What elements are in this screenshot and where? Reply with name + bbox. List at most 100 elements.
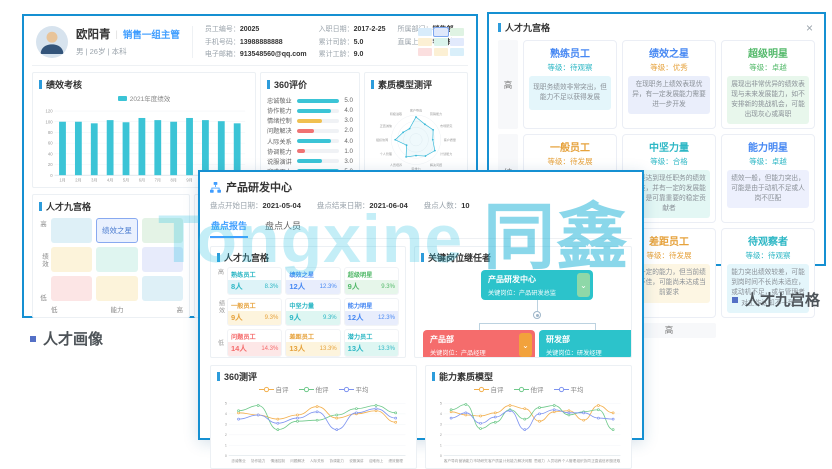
svg-text:0: 0 (440, 454, 442, 458)
cell-strip: 8人 8.3% (228, 280, 282, 294)
legend-item[interactable]: 平均 (338, 384, 369, 394)
section-title: 关键岗位继任者 (421, 251, 625, 264)
nine-grid-cell[interactable] (141, 276, 183, 301)
card-level: 等级：卓越 (749, 157, 787, 167)
bar-fill (297, 149, 306, 154)
bar-legend[interactable]: 2021年度绩效 (39, 93, 249, 103)
svg-text:市场研究: 市场研究 (473, 458, 488, 463)
nine-grid-cell[interactable]: 问题员工 14人 14.3% (227, 329, 283, 357)
review-meta: 盘点开始日期：2021-05-04 盘点结束日期：2021-06-04 盘点人数：1… (210, 200, 632, 211)
nine-grid-card: 超级明星 等级：卓越 展现出非常优异的绩效表现与未来发展能力，如不安排新的挑战机会，… (721, 40, 815, 130)
bar-value: 1.0 (344, 147, 353, 155)
quality-model-section: 素质模型测评 客户导向 营销能力 市场研究 客户质量 计划能力 解决问题 思维力 人员培养 个人… (364, 72, 468, 188)
field-value: 9.0 (353, 51, 364, 58)
nine-grid-cell-highlight[interactable]: 绩效之星 (96, 218, 138, 243)
legend-item[interactable]: 自评 (258, 384, 289, 394)
legend-item[interactable]: 他评 (298, 384, 329, 394)
nine-grid-cell[interactable]: 差距员工 13人 13.3% (285, 329, 341, 357)
connector-node-icon[interactable] (533, 311, 541, 319)
bar-label: 说服演讲 (267, 158, 292, 166)
field-row: 累计司龄：5.0 (319, 37, 386, 47)
nine-grid-cell[interactable]: 能力明星 12人 12.3% (343, 298, 399, 326)
caption-talent-portrait: 人才画像 (30, 328, 103, 349)
svg-text:0: 0 (225, 454, 227, 458)
svg-text:客户导向: 客户导向 (444, 458, 459, 463)
bar-track (297, 118, 339, 123)
profile-fields: 员工编号：20025 手机号码：13988888888 电子邮箱：913548560… (204, 24, 454, 59)
nine-grid-card: 熟练员工 等级：待观察 现职务绩效非常突出，但能力不足以获得发展 (523, 40, 617, 130)
tab-item[interactable]: 盘点人员 (265, 221, 302, 231)
eval360-bar-row: 协调能力 1.0 (267, 147, 353, 156)
nine-grid-cell[interactable]: 潜力员工 13人 13.3% (343, 329, 399, 357)
succession-section: 关键岗位继任者 产品研发中心 关键岗位：产品研发总监 ⌄ 产品部 关键岗位：产品… (414, 246, 632, 358)
svg-text:1: 1 (225, 444, 227, 448)
nine-grid-cell[interactable]: 一般员工 9人 9.3% (227, 298, 283, 326)
svg-text:计划能力: 计划能力 (440, 151, 452, 156)
caption-nine-grid: 人才九宫格 (732, 289, 820, 310)
nine-grid-cell[interactable]: 熟练员工 8人 8.3% (227, 267, 283, 295)
title-bar-icon (498, 23, 501, 32)
bar-value: 2.0 (344, 127, 353, 135)
tab-active[interactable]: 盘点报告 (210, 217, 249, 238)
cell-count: 12人 (347, 313, 364, 322)
eval360-bar-row: 忠诚敬业 5.0 (267, 96, 353, 105)
svg-text:计划能力: 计划能力 (503, 458, 518, 463)
legend-item[interactable]: 他评 (513, 384, 544, 394)
nine-grid-cell[interactable] (96, 247, 138, 272)
svg-text:积极进取: 积极进取 (390, 111, 402, 116)
svg-text:个人管理: 个人管理 (562, 458, 577, 463)
bar-label: 问题解决 (267, 128, 292, 136)
card-description: 现职务绩效非常突出，但能力不足以获得发展 (529, 76, 611, 110)
cell-strip: 9人 9.3% (286, 311, 340, 325)
card-title: 一般员工 (550, 143, 590, 155)
cell-percent: 8.3% (264, 283, 279, 290)
bar-track (297, 98, 339, 103)
nine-grid-cell[interactable]: 超级明星 9人 9.3% (343, 267, 399, 295)
meta-value: 2021-06-04 (369, 201, 408, 210)
connector-line (479, 322, 595, 324)
competency-line-chart-section: 能力素质模型 自评 他评 平均 0 1 2 3 4 5 客户导向 营销能力 市场研究 客户质量 计划能力… (425, 365, 632, 469)
cell-count: 13人 (289, 344, 306, 353)
org-node-root[interactable]: 产品研发中心 关键岗位：产品研发总监 ⌄ (481, 270, 593, 300)
bar-label: 人际关系 (267, 138, 292, 146)
svg-text:20: 20 (48, 162, 53, 167)
bar-value: 4.0 (344, 137, 353, 145)
svg-text:1: 1 (440, 444, 442, 448)
svg-text:说服演讲: 说服演讲 (349, 458, 364, 463)
nine-grid-cell[interactable] (51, 218, 93, 243)
field-value: 5.0 (353, 38, 364, 46)
nine-grid-cell[interactable] (141, 218, 183, 243)
chart-legend: 自评 他评 平均 (217, 384, 410, 394)
nine-grid-cell[interactable] (96, 276, 138, 301)
bar-fill (297, 128, 314, 133)
cell-title: 问题员工 (231, 334, 256, 341)
nine-grid-cell[interactable]: 绩效之星 12人 12.3% (285, 267, 341, 295)
svg-text:解决问题: 解决问题 (430, 162, 442, 167)
cell-percent: 9.3% (381, 283, 395, 290)
org-node-child[interactable]: 产品部 关键岗位：产品经理 ⌄ (423, 330, 535, 357)
org-node-child[interactable]: 研发部 关键岗位：研发经理 ⌄ (539, 330, 631, 357)
employee-job-title: 销售一组主管 (122, 30, 180, 41)
bar-fill (297, 98, 339, 103)
y-axis-labels: 高 绩效 低 (40, 221, 48, 302)
axis-corner (808, 17, 821, 32)
nine-grid-cell[interactable] (141, 247, 183, 272)
divider (32, 65, 468, 66)
legend-item[interactable]: 自评 (473, 384, 504, 394)
title-bar-icon (39, 80, 42, 89)
bar-fill (297, 139, 331, 143)
succession-org-chart: 产品研发中心 关键岗位：产品研发总监 ⌄ 产品部 关键岗位：产品经理 ⌄ 研发部… (421, 268, 631, 357)
chevron-down-icon[interactable]: ⌄ (519, 333, 532, 357)
legend-item[interactable]: 平均 (553, 384, 584, 394)
field-label: 手机号码： (204, 38, 240, 46)
cell-count: 9人 (231, 313, 243, 322)
close-icon[interactable]: × (805, 20, 813, 35)
panel-title: 人才九宫格 (498, 21, 550, 34)
nine-grid-cell[interactable]: 中坚力量 9人 9.3% (285, 298, 341, 326)
cell-percent: 12.3% (377, 314, 395, 321)
field-value: 913548560@qq.com (239, 51, 307, 58)
chevron-down-icon[interactable]: ⌄ (577, 273, 590, 297)
review-panel: 产品研发中心 盘点开始日期：2021-05-04 盘点结束日期：2021-06-0… (198, 170, 644, 469)
nine-grid-cell[interactable] (51, 247, 93, 272)
nine-grid-cell[interactable] (51, 276, 93, 301)
